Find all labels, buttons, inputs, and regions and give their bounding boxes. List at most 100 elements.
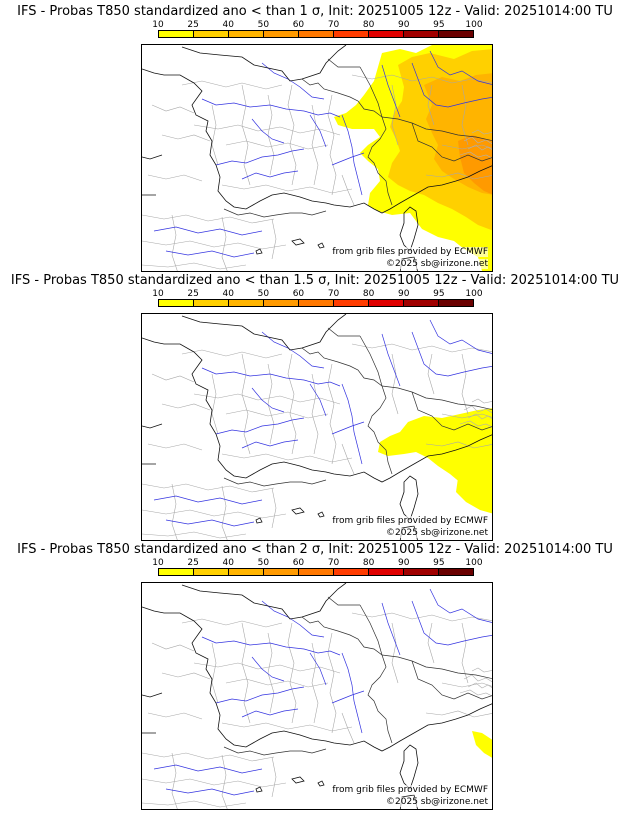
admin-boundary — [151, 104, 195, 114]
probability-field — [334, 45, 492, 271]
admin-boundary — [391, 84, 399, 146]
admin-boundary — [241, 353, 251, 455]
admin-boundary — [391, 353, 399, 415]
river — [331, 690, 365, 704]
colorbar-segment — [229, 569, 264, 575]
colorbar-segment — [439, 300, 473, 306]
river — [341, 383, 363, 465]
admin-boundary — [151, 642, 195, 652]
country-border — [359, 604, 383, 656]
country-border — [327, 596, 360, 606]
colorbar-tick-label: 80 — [362, 20, 375, 30]
colorbar-segment — [299, 31, 334, 37]
admin-boundary — [211, 642, 219, 704]
river — [261, 62, 325, 100]
colorbar-segment — [404, 569, 439, 575]
country-border — [381, 116, 492, 141]
river — [429, 588, 492, 623]
colorbar-segment — [369, 300, 404, 306]
admin-boundary — [225, 140, 329, 150]
country-border — [411, 122, 492, 162]
probability-field — [378, 408, 492, 514]
admin-boundary — [142, 214, 275, 224]
admin-boundary — [351, 612, 492, 622]
island-coast — [255, 248, 263, 255]
island-coast — [255, 786, 263, 793]
colorbar-tick-label: 10 — [152, 289, 164, 299]
river — [261, 600, 325, 638]
country-border — [359, 335, 383, 387]
admin-boundary — [391, 622, 399, 684]
admin-boundary — [267, 632, 275, 714]
panel-title: IFS - Probas T850 standardized ano < tha… — [10, 273, 620, 288]
map-canvas — [142, 583, 492, 809]
admin-boundary — [221, 216, 228, 271]
country-border — [381, 654, 492, 679]
admin-boundary — [287, 84, 297, 186]
admin-boundary — [241, 622, 251, 724]
colorbar-segment — [194, 569, 229, 575]
admin-boundary — [327, 94, 337, 196]
colorbar-tick-label: 50 — [257, 558, 270, 568]
admin-boundary — [351, 343, 492, 353]
island-coast — [317, 511, 325, 518]
river — [165, 250, 255, 258]
admin-boundary — [271, 756, 277, 798]
admin-boundary — [427, 622, 435, 664]
relief-contour — [459, 129, 492, 159]
colorbar-tick-label: 60 — [292, 289, 305, 299]
admin-boundary — [287, 353, 297, 455]
admin-boundary — [241, 84, 251, 186]
colorbar-tick-label: 70 — [327, 289, 340, 299]
country-border — [359, 66, 383, 118]
admin-boundary — [161, 134, 211, 142]
admin-boundary — [427, 353, 435, 395]
country-border — [367, 385, 393, 475]
island-coast — [317, 242, 325, 249]
country-border — [381, 385, 492, 410]
admin-boundary — [425, 172, 492, 180]
river — [241, 708, 299, 718]
colorbar-tick-label: 60 — [292, 20, 305, 30]
admin-boundary — [341, 712, 355, 744]
colorbar-segment — [334, 300, 369, 306]
admin-boundary — [147, 443, 203, 451]
river — [165, 788, 255, 796]
country-border — [301, 78, 383, 118]
island-coast — [291, 507, 305, 515]
map-panel-2: IFS - Probas T850 standardized ano < tha… — [0, 273, 630, 541]
river — [215, 686, 305, 704]
basemap — [142, 583, 492, 809]
river — [341, 652, 363, 734]
admin-boundary — [151, 373, 195, 383]
colorbar-segment — [299, 569, 334, 575]
river — [331, 421, 365, 435]
admin-boundary — [267, 94, 275, 176]
admin-boundary — [425, 710, 492, 718]
river — [153, 226, 263, 236]
colorbar-tick-label: 50 — [257, 20, 270, 30]
map-canvas — [142, 45, 492, 271]
admin-boundary — [461, 84, 469, 146]
colorbar — [158, 299, 474, 307]
island-coast — [317, 780, 325, 787]
colorbar-tick-label: 80 — [362, 289, 375, 299]
river — [411, 331, 492, 377]
colorbar-tick-label: 70 — [327, 20, 340, 30]
copyright-credit: ©2025 sb@irizone.net — [386, 797, 488, 807]
basemap — [142, 314, 492, 540]
admin-boundary — [461, 622, 469, 684]
basemap — [142, 45, 492, 271]
coastline — [142, 45, 492, 214]
colorbar-tick-label: 10 — [152, 558, 164, 568]
panel-title: IFS - Probas T850 standardized ano < tha… — [17, 542, 613, 557]
admin-boundary — [461, 353, 469, 415]
admin-boundary — [311, 373, 319, 455]
river — [251, 387, 285, 413]
country-border — [327, 58, 360, 68]
admin-boundary — [221, 485, 228, 540]
colorbar-segment — [404, 31, 439, 37]
admin-boundary — [221, 754, 228, 809]
colorbar-segment — [159, 300, 194, 306]
country-border — [367, 654, 393, 744]
